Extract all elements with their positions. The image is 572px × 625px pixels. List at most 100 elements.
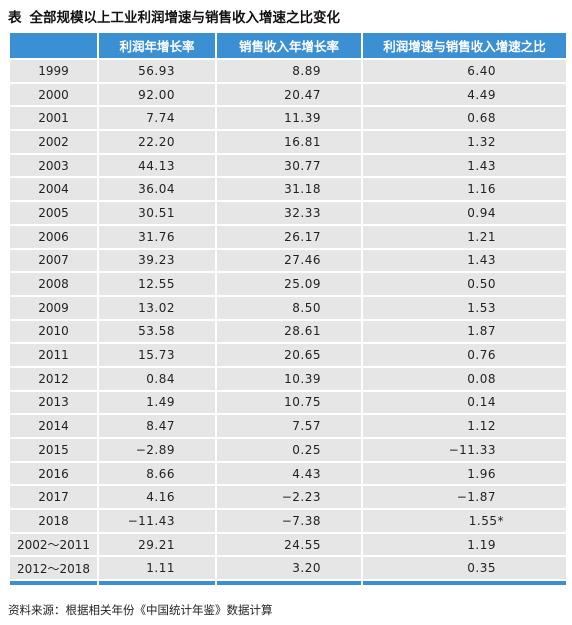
cell-profit-growth: 92.00 [99, 83, 215, 106]
cell-revenue-growth: 0.25 [217, 439, 361, 461]
cell-year: 2008 [10, 273, 97, 295]
data-table: 利润年增长率 销售收入年增长率 利润增速与销售收入增速之比 1999 56.93 8… [8, 31, 568, 587]
cell-profit-growth: 22.20 [99, 131, 215, 153]
cell-revenue-growth: 24.55 [217, 533, 361, 556]
cell-year: 2002～2011 [10, 533, 97, 556]
cell-revenue-growth: 3.20 [217, 557, 361, 580]
cell-profit-growth: 0.84 [99, 367, 215, 390]
cell-revenue-growth: −2.23 [217, 486, 361, 509]
cell-profit-growth: 8.66 [99, 462, 215, 485]
table-row: 2015 −2.89 0.25 −11.33 [10, 439, 566, 461]
cell-revenue-growth: 10.39 [217, 367, 361, 390]
cell-ratio: 0.08 [363, 367, 566, 390]
cell-year: 2012～2018 [10, 557, 97, 580]
cell-year: 2011 [10, 344, 97, 366]
table-row: 2014 8.47 7.57 1.12 [10, 415, 566, 437]
table-row: 2011 15.73 20.65 0.76 [10, 344, 566, 366]
cell-year: 2000 [10, 83, 97, 106]
table-row: 2016 8.66 4.43 1.96 [10, 462, 566, 485]
header-year [10, 33, 97, 58]
cell-revenue-growth: 28.61 [217, 320, 361, 343]
cell-revenue-growth: 8.50 [217, 296, 361, 319]
table-row: 2009 13.02 8.50 1.53 [10, 296, 566, 319]
cell-year: 2006 [10, 225, 97, 248]
cell-ratio: 0.50 [363, 273, 566, 295]
cell-year: 2012 [10, 367, 97, 390]
bottom-bar [10, 581, 566, 586]
cell-ratio: 4.49 [363, 83, 566, 106]
bottom-bar-cell [217, 581, 361, 586]
cell-ratio: 0.14 [363, 391, 566, 414]
cell-revenue-growth: 26.17 [217, 225, 361, 248]
bottom-bar-cell [363, 581, 566, 586]
table-row: 2008 12.55 25.09 0.50 [10, 273, 566, 295]
cell-year: 2018 [10, 510, 97, 532]
title-text: 全部规模以上工业利润增速与销售收入增速之比变化 [29, 10, 341, 26]
cell-year: 2010 [10, 320, 97, 343]
cell-revenue-growth: −7.38 [217, 510, 361, 532]
cell-ratio: 0.94 [363, 202, 566, 224]
table-body: 1999 56.93 8.89 6.40 2000 92.00 20.47 4.49 2001 7… [10, 60, 566, 580]
cell-year: 2007 [10, 249, 97, 272]
cell-revenue-growth: 11.39 [217, 107, 361, 130]
table-row: 2010 53.58 28.61 1.87 [10, 320, 566, 343]
cell-revenue-growth: 7.57 [217, 415, 361, 437]
cell-profit-growth: 13.02 [99, 296, 215, 319]
table-row: 2002 22.20 16.81 1.32 [10, 131, 566, 153]
cell-year: 2003 [10, 154, 97, 177]
cell-revenue-growth: 4.43 [217, 462, 361, 485]
cell-profit-growth: 39.23 [99, 249, 215, 272]
cell-year: 2004 [10, 178, 97, 201]
cell-profit-growth: 8.47 [99, 415, 215, 437]
cell-profit-growth: 56.93 [99, 60, 215, 82]
cell-year: 2002 [10, 131, 97, 153]
table-row: 2007 39.23 27.46 1.43 [10, 249, 566, 272]
cell-revenue-growth: 16.81 [217, 131, 361, 153]
cell-ratio: 1.55* [363, 510, 566, 532]
cell-revenue-growth: 8.89 [217, 60, 361, 82]
cell-year: 2014 [10, 415, 97, 437]
cell-profit-growth: −11.43 [99, 510, 215, 532]
cell-profit-growth: 1.49 [99, 391, 215, 414]
cell-revenue-growth: 31.18 [217, 178, 361, 201]
cell-profit-growth: 44.13 [99, 154, 215, 177]
cell-profit-growth: −2.89 [99, 439, 215, 461]
cell-ratio: −11.33 [363, 439, 566, 461]
cell-year: 1999 [10, 60, 97, 82]
cell-year: 2001 [10, 107, 97, 130]
cell-profit-growth: 12.55 [99, 273, 215, 295]
header-profit-growth: 利润年增长率 [99, 33, 215, 58]
cell-ratio: 6.40 [363, 60, 566, 82]
cell-ratio: 0.68 [363, 107, 566, 130]
cell-profit-growth: 31.76 [99, 225, 215, 248]
table-row: 2005 30.51 32.33 0.94 [10, 202, 566, 224]
cell-year: 2005 [10, 202, 97, 224]
table-row: 2002～2011 29.21 24.55 1.19 [10, 533, 566, 556]
cell-revenue-growth: 20.65 [217, 344, 361, 366]
title-prefix: 表 [8, 10, 22, 26]
header-ratio: 利润增速与销售收入增速之比 [363, 33, 566, 58]
table-row: 2004 36.04 31.18 1.16 [10, 178, 566, 201]
table-row: 2012 0.84 10.39 0.08 [10, 367, 566, 390]
table-row: 2000 92.00 20.47 4.49 [10, 83, 566, 106]
cell-ratio: 1.96 [363, 462, 566, 485]
cell-year: 2015 [10, 439, 97, 461]
bottom-bar-cell [99, 581, 215, 586]
cell-profit-growth: 53.58 [99, 320, 215, 343]
cell-ratio: 1.12 [363, 415, 566, 437]
cell-revenue-growth: 27.46 [217, 249, 361, 272]
table-row: 1999 56.93 8.89 6.40 [10, 60, 566, 82]
cell-ratio: 1.43 [363, 249, 566, 272]
header-revenue-growth: 销售收入年增长率 [217, 33, 361, 58]
cell-ratio: 1.16 [363, 178, 566, 201]
table-row: 2012～2018 1.11 3.20 0.35 [10, 557, 566, 580]
table-row: 2017 4.16 −2.23 −1.87 [10, 486, 566, 509]
source-note: 资料来源：根据相关年份《中国统计年鉴》数据计算 [8, 603, 273, 617]
cell-profit-growth: 1.11 [99, 557, 215, 580]
cell-year: 2013 [10, 391, 97, 414]
cell-year: 2016 [10, 462, 97, 485]
cell-revenue-growth: 10.75 [217, 391, 361, 414]
cell-profit-growth: 29.21 [99, 533, 215, 556]
table-row: 2018 −11.43 −7.38 1.55* [10, 510, 566, 532]
